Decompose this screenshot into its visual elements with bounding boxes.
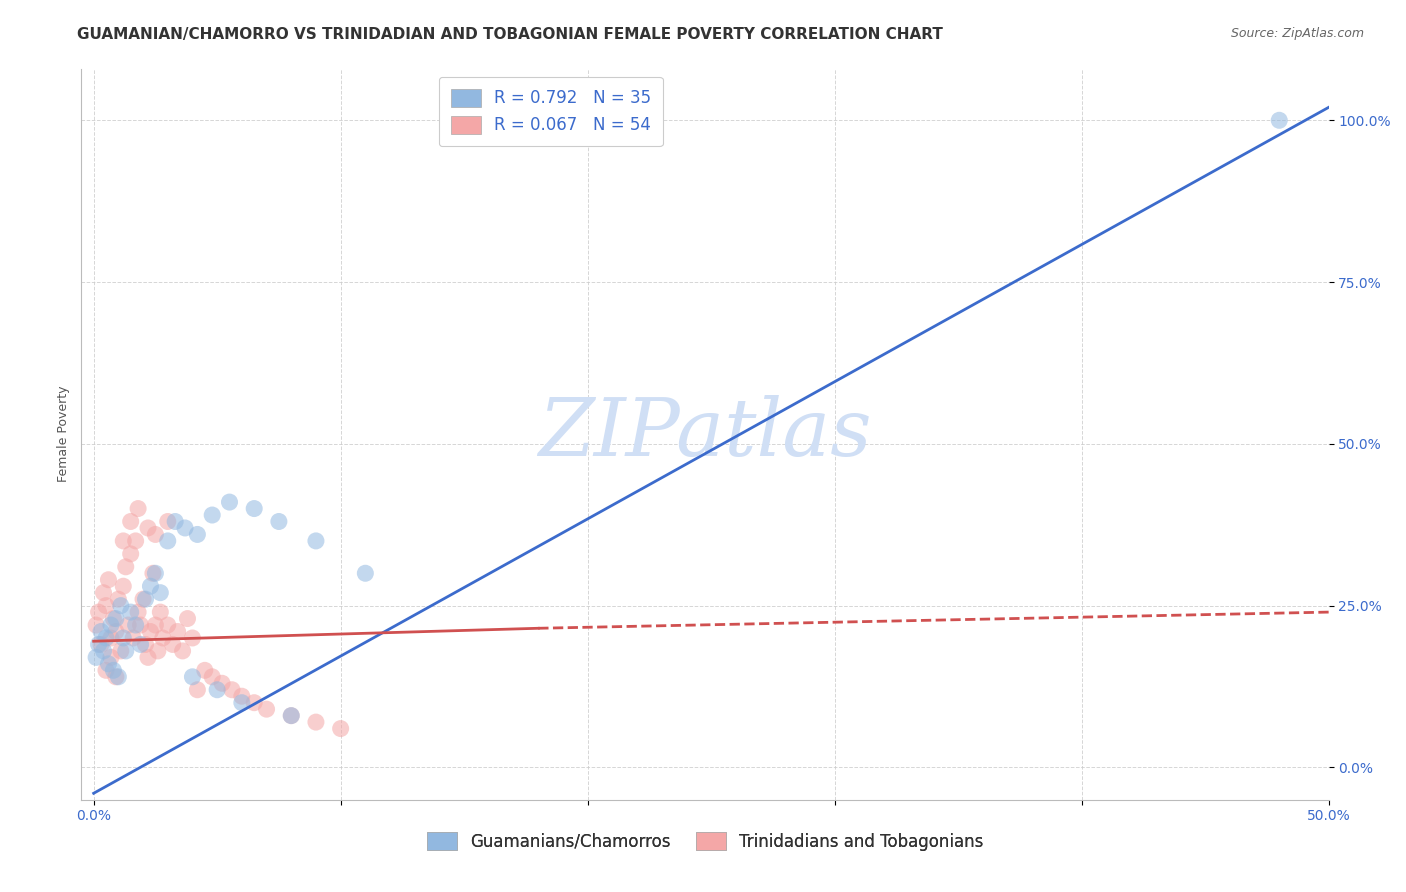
Text: ZIPatlas: ZIPatlas bbox=[538, 395, 872, 473]
Point bbox=[146, 644, 169, 658]
Point bbox=[280, 708, 302, 723]
Point bbox=[221, 682, 243, 697]
Point bbox=[103, 611, 125, 625]
Point bbox=[305, 715, 328, 730]
Point bbox=[117, 618, 139, 632]
Point bbox=[145, 618, 167, 632]
Point bbox=[114, 644, 136, 658]
Point bbox=[84, 650, 107, 665]
Y-axis label: Female Poverty: Female Poverty bbox=[58, 386, 70, 483]
Point bbox=[120, 515, 142, 529]
Point bbox=[354, 566, 377, 581]
Point bbox=[149, 605, 172, 619]
Point bbox=[97, 657, 120, 671]
Point bbox=[211, 676, 233, 690]
Point bbox=[124, 533, 146, 548]
Point bbox=[139, 624, 162, 639]
Point bbox=[243, 501, 266, 516]
Point bbox=[120, 605, 142, 619]
Point bbox=[176, 611, 198, 625]
Point bbox=[165, 515, 187, 529]
Point bbox=[149, 585, 172, 599]
Legend: Guamanians/Chamorros, Trinidadians and Tobagonians: Guamanians/Chamorros, Trinidadians and T… bbox=[420, 825, 990, 857]
Point bbox=[174, 521, 197, 535]
Point bbox=[156, 618, 179, 632]
Point bbox=[256, 702, 278, 716]
Point bbox=[110, 599, 132, 613]
Point bbox=[107, 592, 129, 607]
Point bbox=[112, 533, 135, 548]
Point bbox=[122, 631, 145, 645]
Point bbox=[305, 533, 328, 548]
Point bbox=[201, 508, 224, 522]
Point bbox=[194, 663, 217, 677]
Point bbox=[162, 637, 184, 651]
Point bbox=[134, 637, 156, 651]
Point bbox=[112, 631, 135, 645]
Point bbox=[231, 696, 253, 710]
Point bbox=[186, 527, 208, 541]
Text: GUAMANIAN/CHAMORRO VS TRINIDADIAN AND TOBAGONIAN FEMALE POVERTY CORRELATION CHAR: GUAMANIAN/CHAMORRO VS TRINIDADIAN AND TO… bbox=[77, 27, 943, 42]
Point bbox=[145, 527, 167, 541]
Point bbox=[181, 631, 204, 645]
Point bbox=[172, 644, 194, 658]
Point bbox=[94, 599, 117, 613]
Point bbox=[90, 637, 112, 651]
Point bbox=[139, 579, 162, 593]
Point bbox=[84, 618, 107, 632]
Point bbox=[156, 515, 179, 529]
Point bbox=[124, 618, 146, 632]
Point bbox=[231, 690, 253, 704]
Point bbox=[100, 650, 122, 665]
Point bbox=[152, 631, 174, 645]
Point bbox=[93, 585, 115, 599]
Point bbox=[136, 521, 159, 535]
Point bbox=[267, 515, 290, 529]
Point bbox=[129, 637, 152, 651]
Point bbox=[145, 566, 167, 581]
Point bbox=[94, 631, 117, 645]
Point bbox=[280, 708, 302, 723]
Point bbox=[205, 682, 228, 697]
Point bbox=[107, 670, 129, 684]
Point bbox=[181, 670, 204, 684]
Point bbox=[243, 696, 266, 710]
Point bbox=[100, 618, 122, 632]
Point bbox=[112, 579, 135, 593]
Point bbox=[94, 663, 117, 677]
Point bbox=[166, 624, 188, 639]
Point bbox=[100, 631, 122, 645]
Point bbox=[110, 644, 132, 658]
Point bbox=[87, 637, 110, 651]
Point bbox=[104, 611, 127, 625]
Text: Source: ZipAtlas.com: Source: ZipAtlas.com bbox=[1230, 27, 1364, 40]
Point bbox=[156, 533, 179, 548]
Point bbox=[142, 566, 165, 581]
Point bbox=[97, 573, 120, 587]
Point bbox=[90, 624, 112, 639]
Point bbox=[104, 624, 127, 639]
Point bbox=[114, 559, 136, 574]
Point bbox=[132, 592, 155, 607]
Point bbox=[127, 501, 149, 516]
Point bbox=[93, 644, 115, 658]
Point bbox=[87, 605, 110, 619]
Point bbox=[103, 663, 125, 677]
Point bbox=[134, 592, 156, 607]
Point bbox=[201, 670, 224, 684]
Point bbox=[120, 547, 142, 561]
Point bbox=[127, 605, 149, 619]
Point bbox=[136, 650, 159, 665]
Point bbox=[186, 682, 208, 697]
Point bbox=[129, 618, 152, 632]
Point bbox=[329, 722, 352, 736]
Point bbox=[218, 495, 240, 509]
Point bbox=[1268, 113, 1291, 128]
Point bbox=[104, 670, 127, 684]
